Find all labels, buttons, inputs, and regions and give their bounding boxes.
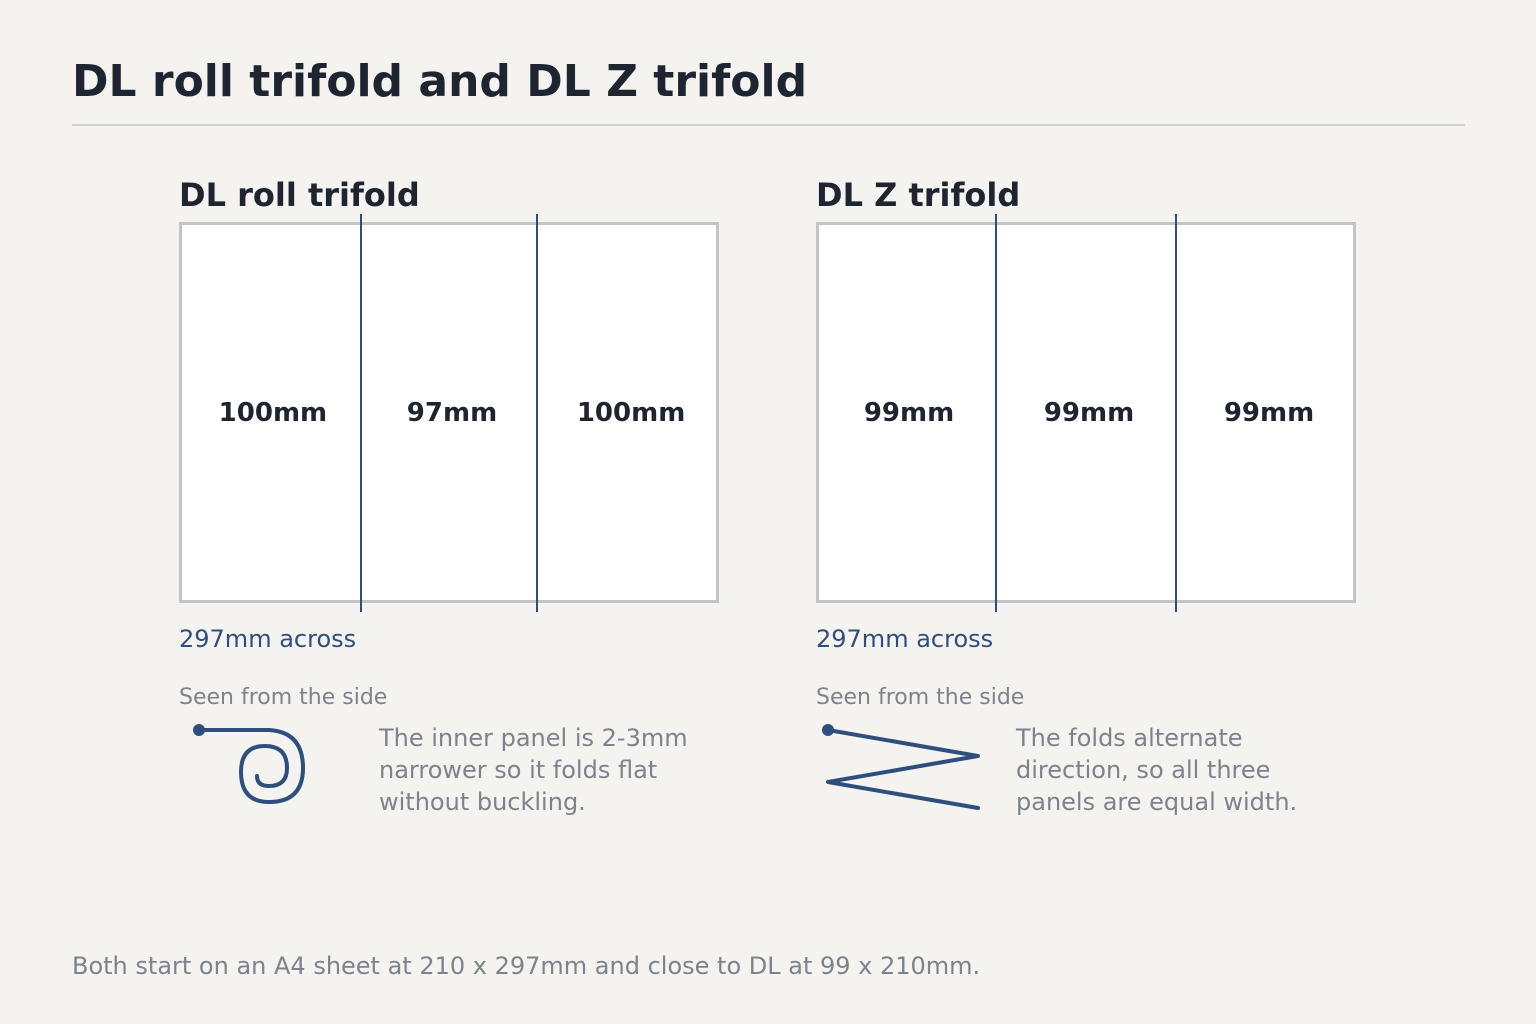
roll-trifold-diagram: DL roll trifold 100mm 97mm 100mm 297mm a… (179, 0, 739, 900)
panel-2: 99mm (1043, 397, 1135, 428)
z-trifold-title: DL Z trifold (816, 176, 1021, 214)
roll-note: The inner panel is 2-3mm narrower so it … (379, 724, 688, 816)
side-view-label: Seen from the side (179, 685, 388, 710)
z-trifold-diagram: DL Z trifold 99mm 99mm 99mm 297mm across… (816, 0, 1376, 900)
width-caption: 297mm across (816, 625, 994, 653)
panel-3: 100mm (576, 397, 686, 428)
panel-1: 99mm (863, 397, 955, 428)
panel-2: 97mm (406, 397, 498, 428)
roll-trifold-sheet: 100mm 97mm 100mm (179, 222, 719, 603)
fold-line-1 (995, 214, 997, 612)
page-title: DL roll trifold and DL Z trifold (72, 56, 808, 107)
panel-3: 99mm (1223, 397, 1315, 428)
panel-1: 100mm (218, 397, 328, 428)
fold-line-1 (359, 214, 362, 612)
fold-line-2 (1175, 214, 1177, 612)
z-trifold-sheet: 99mm 99mm 99mm (816, 222, 1356, 603)
roll-trifold-title: DL roll trifold (179, 176, 420, 214)
roll-fold-spiral-icon (193, 724, 305, 804)
z-note: The folds alternate direction, so all th… (1016, 724, 1298, 816)
title-divider (72, 124, 1465, 126)
footer-note: Both start on an A4 sheet at 210 x 297mm… (72, 952, 981, 980)
width-caption: 297mm across (179, 625, 357, 653)
fold-line-2 (536, 214, 539, 612)
z-fold-zigzag-icon (822, 724, 980, 810)
side-view-label: Seen from the side (816, 685, 1025, 710)
